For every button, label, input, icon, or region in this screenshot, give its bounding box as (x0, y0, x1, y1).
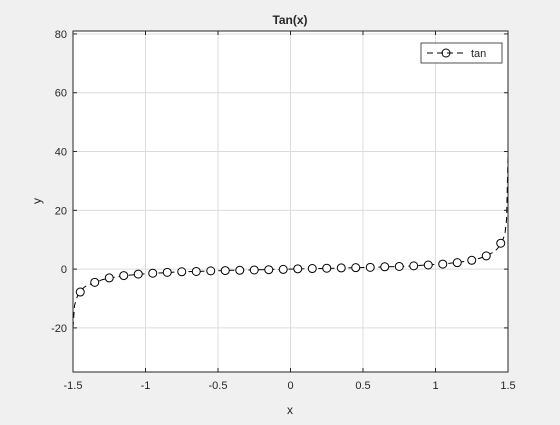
x-tick-label: -0.5 (209, 380, 228, 392)
y-tick-label: -20 (51, 323, 67, 335)
legend-entry-tan: tan (471, 48, 486, 60)
data-point-marker (162, 267, 172, 277)
data-point-marker (380, 262, 390, 272)
data-point-marker (104, 273, 114, 283)
data-point-marker (293, 264, 303, 274)
y-tick-label: 80 (55, 29, 67, 41)
data-point-marker (177, 267, 187, 277)
x-tick-label: 1 (432, 380, 438, 392)
data-point-marker (423, 260, 433, 270)
x-tick-label: 0.5 (355, 380, 370, 392)
data-point-marker (264, 265, 274, 275)
tick-layer: -1.5 -1 -0.5 0 0.5 1 1.5 -20 0 20 40 60 80 (51, 29, 516, 392)
y-tick-label: 20 (55, 205, 67, 217)
data-point-marker (119, 271, 129, 281)
y-tick-label: 40 (55, 147, 67, 159)
y-tick-label: 0 (61, 264, 67, 276)
data-point-marker (206, 266, 216, 276)
data-point-marker (191, 266, 201, 276)
data-point-marker (278, 264, 288, 274)
x-axis-label: x (287, 403, 293, 417)
data-point-marker (220, 266, 230, 276)
data-point-marker (409, 261, 419, 271)
data-point-marker (249, 265, 259, 275)
data-point-marker (438, 259, 448, 269)
data-point-marker (365, 262, 375, 272)
data-point-marker (133, 269, 143, 279)
series-layer (72, 154, 509, 328)
data-point-marker (75, 287, 85, 297)
x-tick-label: 1.5 (500, 380, 515, 392)
data-point-marker (496, 238, 506, 248)
legend[interactable]: tan (420, 42, 503, 64)
data-point-marker (307, 264, 317, 274)
x-tick-label: 0 (287, 380, 293, 392)
data-point-marker (467, 255, 477, 265)
data-point-marker (481, 251, 491, 261)
y-tick-label: 60 (55, 88, 67, 100)
data-point-marker (351, 263, 361, 273)
chart-title: Tan(x) (272, 13, 307, 27)
x-tick-label: -1.5 (64, 380, 83, 392)
data-point-marker (394, 261, 404, 271)
grid-lines (72, 31, 509, 372)
data-point-marker (90, 277, 100, 287)
data-point-marker (322, 263, 332, 273)
y-axis-label: y (30, 198, 44, 204)
data-point-marker (452, 258, 462, 268)
x-tick-label: -1 (141, 380, 151, 392)
data-point-marker (235, 265, 245, 275)
data-point-marker (336, 263, 346, 273)
data-point-marker (148, 268, 158, 278)
legend-marker-sample (441, 48, 451, 58)
